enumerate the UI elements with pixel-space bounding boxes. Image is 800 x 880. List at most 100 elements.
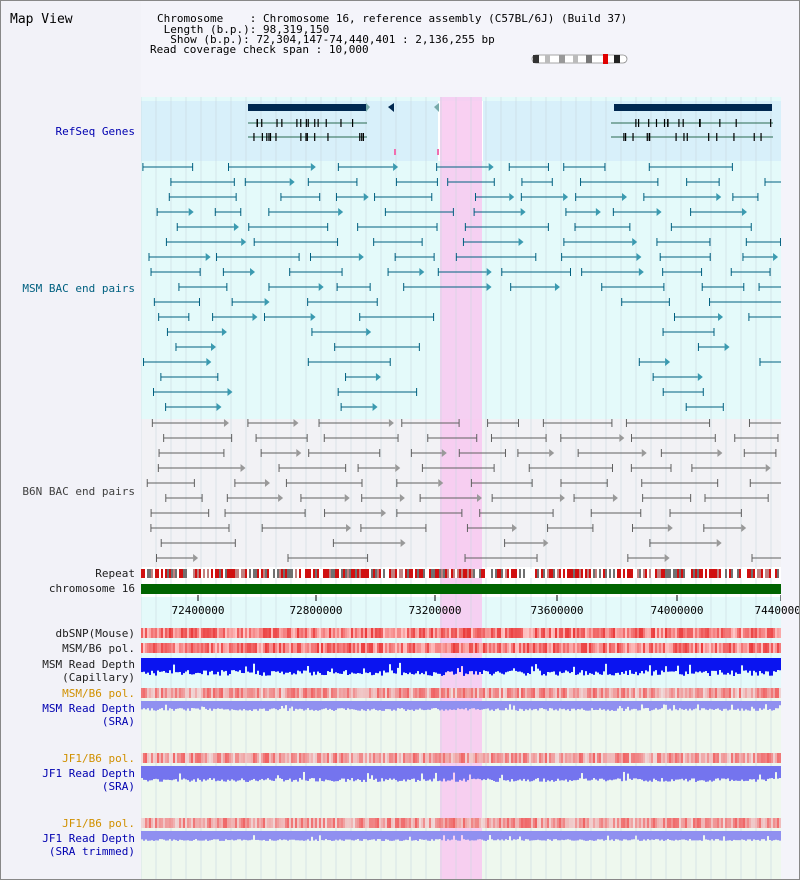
depth-bar [767,658,769,672]
depth-bar [555,766,557,781]
pol-heat-cell [713,753,715,763]
label-msm-b6-pol-2: MSM/B6 pol. [62,687,135,700]
depth-bar [251,701,253,711]
depth-bar [717,831,719,840]
depth-bar [251,831,253,840]
depth-bar [643,658,645,674]
pol-heat-cell [609,688,611,698]
pol-heat-cell [617,753,619,763]
repeat-mark [487,569,489,578]
depth-bar [193,766,195,780]
pol-heat-cell [467,688,469,698]
pol-heat-cell [667,753,669,763]
pol-heat-cell [275,643,277,653]
depth-bar [607,658,609,675]
pol-heat-cell [567,688,569,698]
repeat-mark [725,569,727,578]
depth-bar [651,766,653,782]
pol-heat-cell [379,753,381,763]
pol-heat-cell [403,753,405,763]
depth-bar [173,701,175,711]
pol-heat-cell [717,688,719,698]
repeat-mark [467,569,469,578]
repeat-mark [263,569,265,578]
pol-heat-cell [521,753,523,763]
msm-arrow [221,328,227,336]
pol-heat-cell [625,628,627,638]
depth-bar [377,701,379,711]
depth-bar [681,658,683,675]
depth-bar [771,658,773,676]
depth-bar [335,766,337,782]
depth-bar [549,831,551,840]
pol-heat-cell [399,643,401,653]
pol-heat-cell [403,628,405,638]
pol-heat-cell [577,643,579,653]
repeat-mark [559,569,561,578]
depth-bar [463,658,465,676]
depth-bar [443,766,445,779]
pol-heat-cell [271,753,273,763]
depth-bar [251,658,253,673]
depth-bar [449,658,451,672]
pol-heat-cell [573,643,575,653]
depth-bar [505,701,507,709]
depth-bar [241,766,243,779]
pol-heat-cell [673,688,675,698]
pol-heat-cell [671,688,673,698]
repeat-mark [703,569,705,578]
repeat-mark [423,569,425,578]
pol-heat-cell [699,753,701,763]
pol-heat-cell [265,688,267,698]
depth-bar [673,658,675,672]
repeat-mark [441,569,443,578]
depth-bar [313,701,315,711]
pol-heat-cell [699,688,701,698]
pol-heat-cell [405,818,407,828]
depth-bar [193,658,195,675]
pol-heat-cell [189,753,191,763]
pol-heat-cell [483,753,485,763]
pol-heat-cell [753,643,755,653]
msm-arrow [188,208,194,216]
pol-heat-cell [283,643,285,653]
depth-bar [451,831,453,840]
depth-bar [751,766,753,780]
depth-bar [301,658,303,674]
pol-heat-cell [499,643,501,653]
pol-heat-cell [605,643,607,653]
pol-heat-cell [329,643,331,653]
depth-bar [521,658,523,673]
pol-heat-cell [185,628,187,638]
depth-bar [297,701,299,710]
pol-heat-cell [157,818,159,828]
depth-bar [471,766,473,780]
chromosome-ideogram[interactable] [531,54,628,64]
genome-track-panel[interactable] [141,97,781,879]
pol-heat-cell [697,688,699,698]
pol-heat-cell [727,628,729,638]
depth-bar [535,831,537,841]
depth-bar [177,766,179,782]
pol-heat-cell [737,688,739,698]
depth-bar [597,766,599,781]
chromosome-info: Chromosome : Chromosome 16, reference as… [157,12,628,25]
b6n-arrow [765,464,771,472]
pol-heat-cell [211,818,213,828]
pol-heat-cell [307,628,309,638]
repeat-mark [209,569,211,578]
repeat-mark [657,569,659,578]
track-canvas[interactable] [141,97,781,879]
pol-heat-cell [433,688,435,698]
pol-heat-cell [481,753,483,763]
pol-heat-cell [161,688,163,698]
depth-bar [725,831,727,841]
depth-bar [143,658,145,672]
depth-bar [649,701,651,711]
depth-bar [441,658,443,676]
depth-bar [337,766,339,782]
depth-bar [435,831,437,840]
pol-heat-cell [399,628,401,638]
depth-bar [467,831,469,840]
pol-heat-cell [739,643,741,653]
